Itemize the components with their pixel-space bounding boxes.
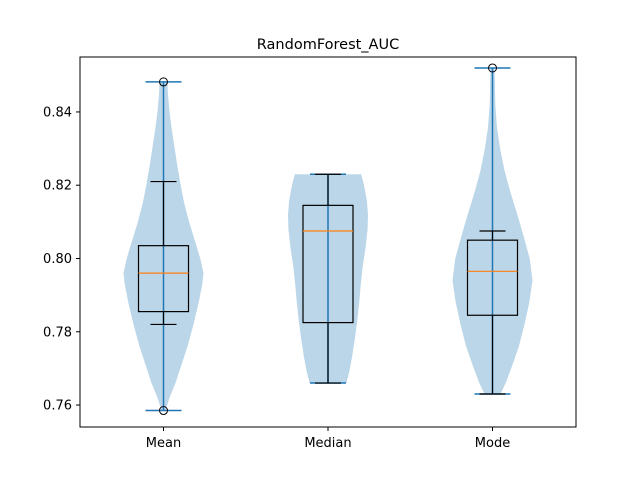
x-axis: Mean Median Mode [146, 427, 510, 451]
chart-title: RandomForest_AUC [257, 37, 399, 53]
y-tick-label: 0.76 [43, 399, 72, 414]
y-tick-label: 0.82 [43, 179, 72, 194]
y-tick-label: 0.84 [43, 105, 72, 120]
boxplots-layer [137, 63, 519, 416]
x-tick-label-mode: Mode [475, 436, 510, 451]
y-tick-label: 0.80 [43, 252, 72, 267]
outlier-point-mode [488, 63, 497, 73]
outlier-point-mean [159, 406, 168, 416]
x-tick-label-mean: Mean [146, 436, 181, 451]
outlier-point-mean [159, 77, 168, 87]
plot-frame [79, 56, 577, 428]
y-axis: 0.76 0.78 0.80 0.82 0.84 [43, 105, 80, 414]
y-tick-label: 0.78 [43, 325, 72, 340]
x-tick-label-median: Median [304, 436, 351, 451]
